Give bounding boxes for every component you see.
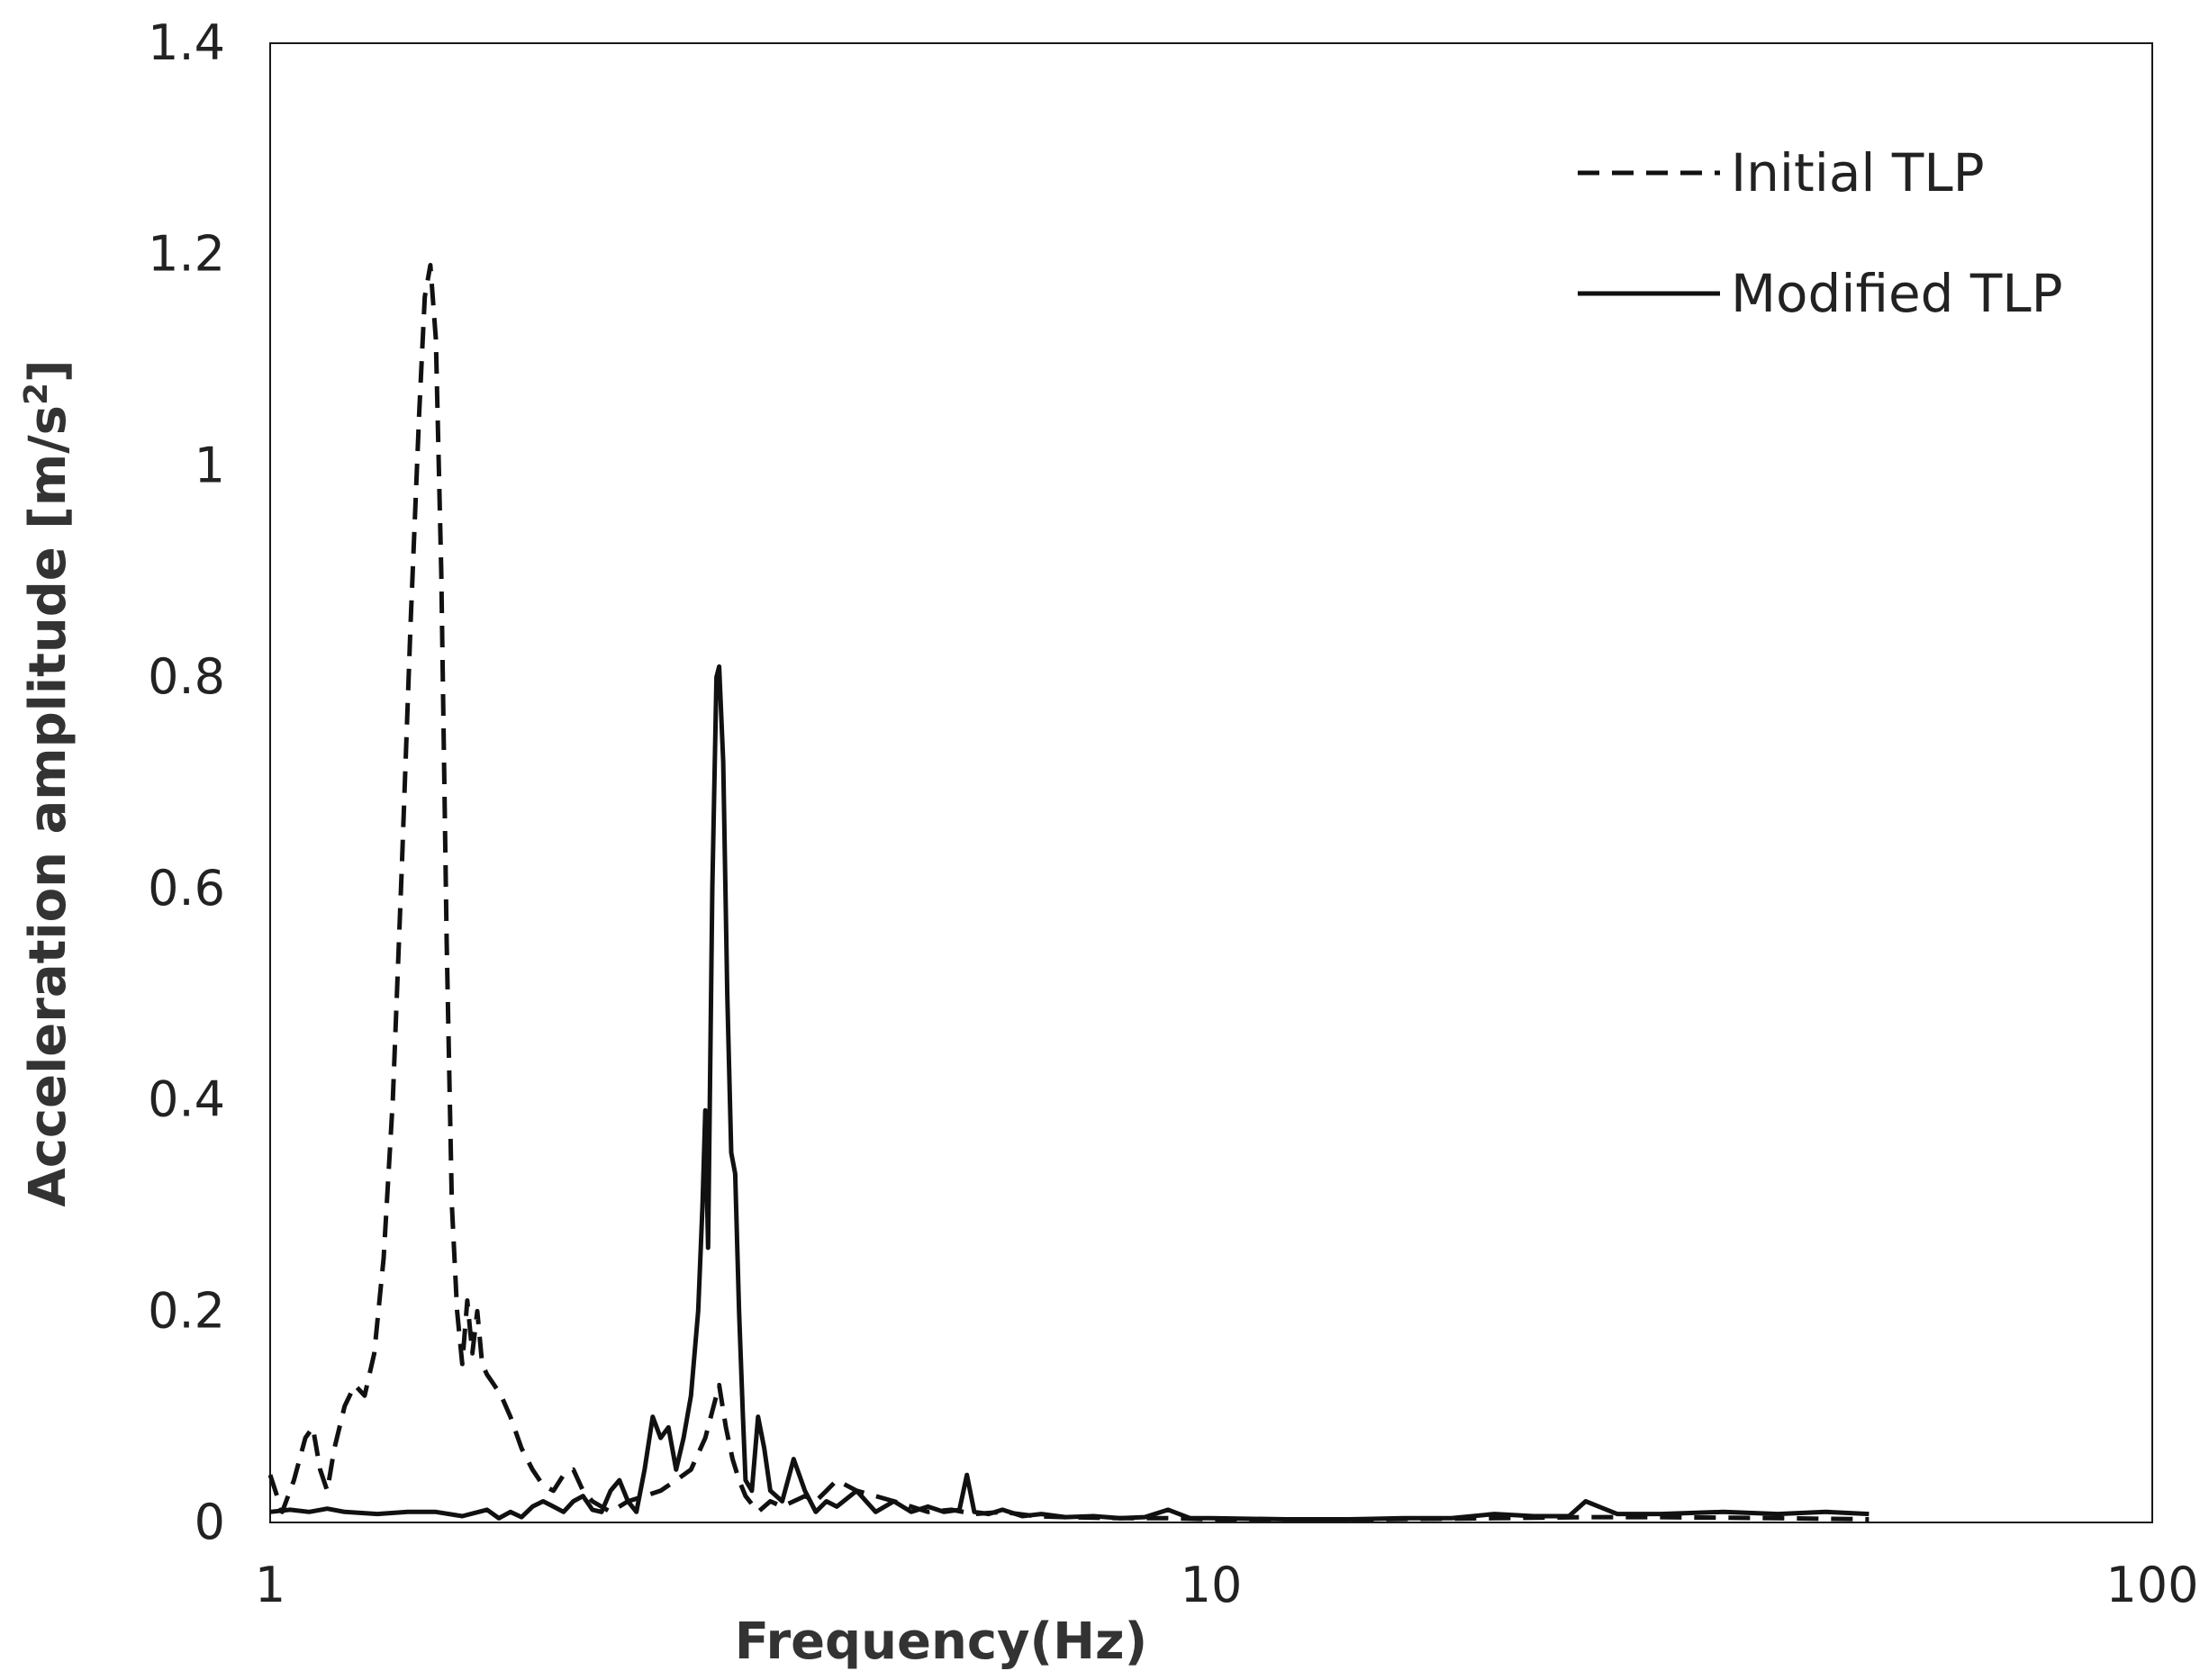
series-line-initial-tlp (267, 263, 1870, 1522)
legend-label-modified: Modified TLP (1731, 263, 2063, 324)
y-axis-title: Acceleration amplitude [m/s2] (18, 359, 77, 1206)
y-tick-label: 1 (195, 437, 225, 493)
y-tick-label: 1.4 (148, 14, 225, 71)
y-tick-label: 0.8 (148, 648, 225, 705)
y-tick-labels: 0 0.2 0.4 0.6 0.8 1 1.2 1.4 (148, 14, 225, 1550)
legend-label-initial: Initial TLP (1731, 142, 1985, 203)
x-tick-label: 1 (255, 1557, 285, 1613)
x-axis-title: Frequency(Hz) (735, 1612, 1147, 1671)
legend: Initial TLP Modified TLP (1578, 142, 2063, 324)
y-tick-label: 0.4 (148, 1071, 225, 1128)
plot-area-border (269, 42, 2153, 1523)
series-line-modified-tlp (269, 664, 1870, 1522)
y-tick-label: 1.2 (148, 226, 225, 283)
x-tick-labels: 1 10 100 (255, 1557, 2199, 1613)
y-tick-label: 0.6 (148, 860, 225, 917)
series-layer (267, 263, 1870, 1522)
x-tick-label: 10 (1181, 1557, 1243, 1613)
y-tick-label: 0.2 (148, 1282, 225, 1339)
y-axis-title-main: Acceleration amplitude [m/s (19, 405, 77, 1207)
x-tick-label: 100 (2105, 1557, 2198, 1613)
y-tick-label: 0 (195, 1494, 225, 1550)
y-axis-title-superscript: 2 (18, 383, 55, 405)
y-axis-title-suffix: ] (19, 359, 77, 383)
